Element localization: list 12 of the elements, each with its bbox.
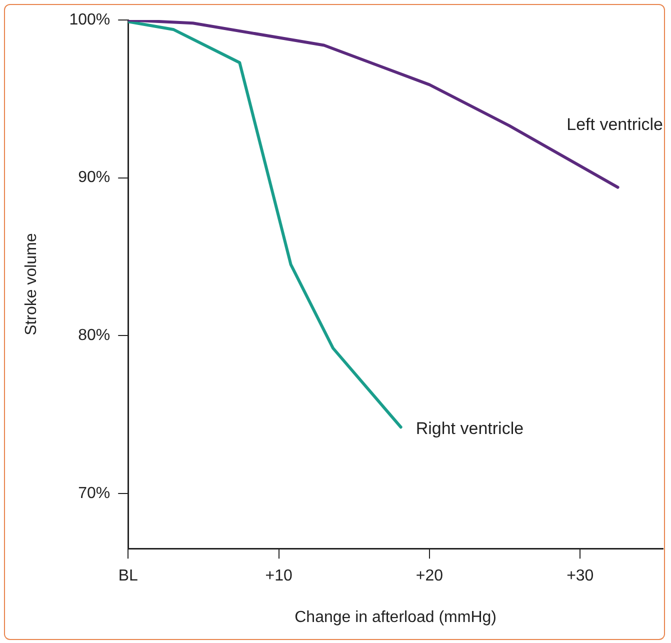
y-tick-label: 90%	[78, 169, 110, 186]
y-tick-label: 70%	[78, 484, 110, 502]
y-tick-label: 100%	[69, 11, 110, 28]
y-axis-title: Stroke volume	[23, 233, 40, 336]
x-tick-label: +10	[265, 568, 292, 585]
x-tick-label: BL	[118, 568, 138, 585]
x-axis-title: Change in afterload (mmHg)	[294, 608, 496, 626]
y-tick-label: 80%	[78, 326, 110, 344]
x-tick-label: +30	[566, 568, 594, 585]
series-label: Right ventricle	[416, 418, 524, 438]
x-tick-label: +20	[416, 568, 444, 585]
series-label: Left ventricle	[566, 114, 663, 134]
